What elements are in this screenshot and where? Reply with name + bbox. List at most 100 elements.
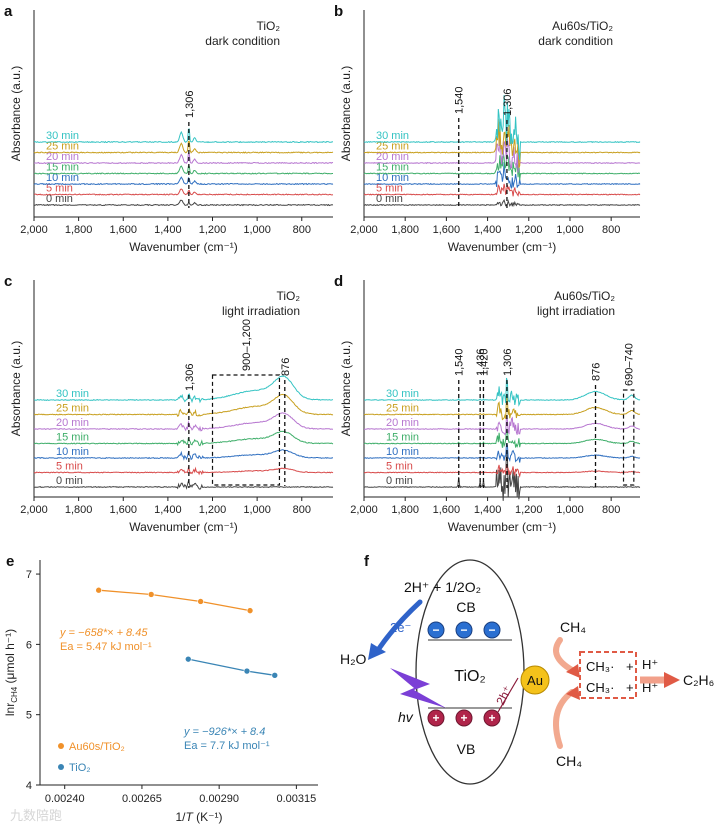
x-tick-label: 800 [602, 224, 620, 236]
hole-sign: + [488, 711, 495, 725]
series-label: 0 min [376, 193, 403, 205]
x-tick-label: 1,600 [109, 224, 137, 236]
x-tick-label: 1,800 [65, 224, 93, 236]
peak-label: 876 [591, 363, 603, 381]
series-label: 30 min [46, 130, 79, 142]
spectrum-trace [33, 152, 334, 165]
series-label: 20 min [46, 151, 79, 163]
fit-equation: y = −926*× + 8.4 [183, 726, 265, 738]
proton-label: H⁺ [642, 657, 658, 672]
spectrum-trace [363, 199, 641, 208]
x-tick-label: 1,800 [391, 224, 419, 236]
light-label: hv [398, 709, 414, 725]
spectrum-panel-b: b 2,000 1,800 1,600 1,400 1,200 1,000 800 Wavenu… [334, 3, 641, 254]
electron-sign: − [488, 623, 495, 637]
spectrum-trace [363, 161, 641, 189]
spectrum-trace [363, 464, 641, 479]
plus-label: + [626, 680, 634, 695]
series-label: 25 min [46, 141, 79, 153]
spectrum-trace [363, 415, 641, 436]
electron-count-label: 2e⁻ [390, 620, 411, 635]
spectrum-panel-a: a 2,000 1,800 1,600 1,400 1,200 1,000 800 Wavenu… [4, 3, 334, 254]
series-label: 0 min [56, 475, 83, 487]
series-label: 10 min [46, 172, 79, 184]
proton-label: H⁺ [642, 680, 658, 695]
x-tick-label: 1,200 [515, 224, 543, 236]
methane-label: CH₄ [560, 619, 586, 635]
electron-transfer-arrow [375, 599, 423, 653]
peak-label: 1,436 [475, 348, 487, 376]
spectrum-trace [363, 449, 641, 501]
series-label: 15 min [46, 162, 79, 174]
x-tick-label: 1,000 [556, 504, 584, 516]
x-tick-label: 0.00315 [276, 793, 316, 805]
series-label: 30 min [386, 388, 419, 400]
legend-label: Au60s/TiO₂ [69, 741, 125, 753]
sample-label: TiO₂ [276, 289, 300, 303]
watermark-text: 九数陪跑 [10, 808, 62, 823]
spectrum-trace [363, 95, 641, 160]
methane-label: CH₄ [556, 753, 582, 769]
electron-icon [483, 621, 501, 639]
series-label: 5 min [46, 183, 73, 195]
x-tick-label: 800 [293, 504, 311, 516]
spectrum-trace [33, 176, 334, 186]
x-tick-label: 1,400 [154, 504, 182, 516]
hole-icon [455, 709, 473, 727]
y-axis-title-part: CH4 [10, 686, 19, 703]
radical-coupling-box [579, 651, 637, 699]
spectrum-trace [33, 412, 334, 432]
x-tick-label: 1,000 [556, 224, 584, 236]
panel-letter: d [334, 273, 343, 290]
x-axis-title: Wavenumber (cm⁻¹) [129, 520, 238, 534]
spectrum-trace [33, 466, 334, 476]
water-label: H₂O [340, 651, 367, 667]
series-label: 20 min [386, 417, 419, 429]
series-label: 5 min [376, 183, 403, 195]
fit-line [98, 589, 251, 612]
x-tick-label: 0.00265 [122, 793, 162, 805]
arrow-head [368, 643, 386, 660]
ethane-label: C₂H₆ [683, 672, 714, 688]
spectrum-trace [363, 427, 641, 448]
x-tick-label: 2,000 [20, 224, 48, 236]
spectrum-trace [33, 199, 334, 207]
x-tick-label: 1,200 [199, 224, 227, 236]
series-label: 10 min [56, 446, 89, 458]
series-label: 20 min [56, 417, 89, 429]
data-point [95, 586, 102, 594]
series-label: 15 min [56, 432, 89, 444]
y-axis-title: lnrCH4 (μmol h⁻¹) [3, 629, 19, 716]
x-axis-title: Wavenumber (cm⁻¹) [129, 240, 238, 254]
hole-icon [483, 709, 501, 727]
spectrum-trace [363, 136, 641, 173]
x-tick-label: 1,600 [109, 504, 137, 516]
condition-label: light irradiation [537, 304, 615, 318]
x-axis-title: Wavenumber (cm⁻¹) [448, 240, 557, 254]
x-tick-label: 1,800 [65, 504, 93, 516]
spectrum-trace [364, 377, 641, 407]
valence-band-label: VB [457, 741, 476, 757]
electron-icon [455, 621, 473, 639]
data-point [246, 607, 254, 614]
gold-nanoparticle-icon [520, 665, 550, 695]
spectrum-trace [363, 395, 641, 421]
legend-marker [58, 743, 64, 749]
spectrum-trace [33, 165, 333, 175]
x-axis-title: Wavenumber (cm⁻¹) [448, 520, 557, 534]
hole-sign: + [432, 711, 439, 725]
x-axis-title: 1/T (K⁻¹) [175, 810, 222, 824]
spectrum-trace [363, 443, 641, 463]
spectrum-panel-d: d 2,000 1,800 1,600 1,400 1,200 1,000 800 Wavenu… [334, 273, 641, 534]
methyl-radical-label: CH₃· [586, 659, 614, 674]
spectrum-panel-c: c 2,000 1,800 1,600 1,400 1,200 1,000 800 Wavenu… [4, 273, 334, 534]
electron-sign: − [460, 623, 467, 637]
y-axis-title-part: lnr [3, 703, 17, 716]
methane-activation-arrow [553, 689, 575, 749]
hole-sign: + [460, 711, 467, 725]
x-tick-label: 1,600 [433, 224, 461, 236]
series-label: 5 min [386, 461, 413, 473]
series-label: 30 min [376, 130, 409, 142]
spectrum-trace [33, 430, 334, 447]
